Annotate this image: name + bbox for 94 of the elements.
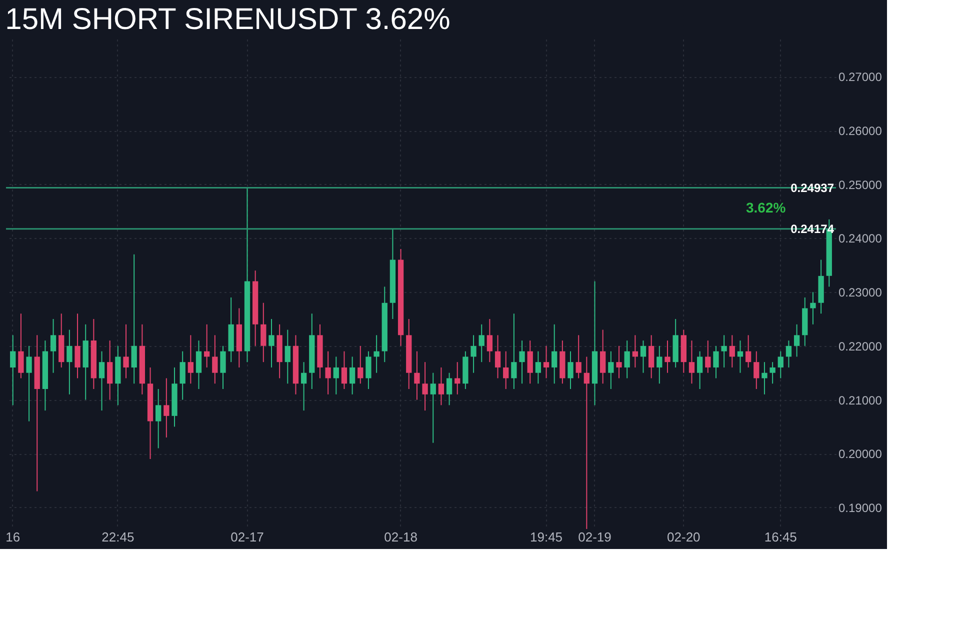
candlestick — [648, 334, 654, 379]
x-tick-label: 02-18 — [384, 530, 418, 544]
candlestick — [26, 345, 32, 422]
candlestick — [696, 350, 703, 390]
x-tick-label: 19:45 — [530, 530, 563, 544]
candlestick — [810, 292, 816, 325]
candlestick — [478, 324, 484, 363]
candlestick — [422, 362, 428, 412]
candlestick — [180, 350, 186, 400]
candlestick — [778, 350, 784, 379]
candlestick — [721, 334, 727, 368]
candlestick — [688, 340, 695, 384]
x-tick-label: 16:45 — [764, 530, 797, 544]
candlestick — [438, 366, 444, 406]
x-tick-label: 02-19 — [578, 530, 612, 544]
candlestick — [18, 313, 24, 379]
candlestick — [123, 324, 129, 379]
ref-line-label: 0.24937 — [790, 180, 834, 195]
candlestick — [131, 254, 137, 384]
candlestick — [600, 329, 606, 384]
candlestick — [98, 350, 105, 412]
candlestick — [745, 334, 752, 368]
candlestick — [333, 356, 339, 395]
candlestick — [366, 350, 372, 390]
candlestick — [204, 324, 210, 368]
candlestick — [713, 345, 719, 379]
candlestick — [300, 362, 307, 412]
candlestick — [50, 318, 56, 374]
candlestick — [608, 350, 614, 390]
candlestick — [568, 350, 574, 390]
ref-line-label: 0.24174 — [790, 222, 834, 236]
candlestick — [527, 340, 533, 384]
candlestick — [543, 345, 550, 379]
candlestick — [552, 324, 558, 384]
candlestick — [164, 378, 170, 438]
y-tick-label: 0.26000 — [838, 124, 882, 138]
candlestick — [220, 345, 226, 390]
candlestick — [446, 372, 452, 406]
candlestick — [656, 345, 662, 384]
candlestick — [511, 313, 517, 390]
candlestick — [786, 340, 792, 368]
annotation: 3.62% — [746, 200, 786, 216]
candlestick — [414, 350, 420, 400]
candlestick — [624, 340, 630, 379]
y-tick-label: 0.19000 — [838, 500, 882, 515]
chart-title: 15M SHORT SIRENUSDT 3.62% — [5, 3, 450, 36]
candlestick — [196, 340, 202, 390]
candlestick — [454, 362, 460, 395]
candlestick — [576, 334, 582, 379]
candlestick — [260, 302, 266, 363]
candlestick — [770, 362, 776, 384]
candlestick — [503, 350, 509, 390]
candlestick — [705, 340, 711, 374]
candlestick — [486, 318, 493, 363]
candlestick — [349, 356, 356, 395]
candlestick — [737, 340, 744, 374]
y-tick-label: 0.20000 — [838, 447, 882, 462]
candlestick — [325, 350, 331, 395]
candlestick — [10, 334, 16, 406]
candlestick — [584, 356, 590, 530]
y-tick-label: 0.21000 — [838, 393, 882, 408]
candlestick — [156, 388, 162, 449]
y-tick-label: 0.25000 — [838, 178, 882, 192]
y-tick-label: 0.23000 — [838, 286, 882, 300]
candlestick — [470, 334, 476, 374]
candlestick — [284, 329, 290, 384]
x-tick-label: 22:45 — [102, 530, 134, 544]
candlestick — [74, 313, 80, 379]
candlestick — [729, 334, 735, 368]
candlestick — [664, 340, 670, 374]
candlestick — [212, 334, 218, 384]
candlestick — [358, 345, 364, 384]
candlestick — [494, 334, 501, 379]
candlestick — [107, 340, 113, 400]
x-tick-label: 02-20 — [667, 530, 700, 544]
candlestick — [519, 340, 525, 384]
candlestick — [188, 334, 194, 384]
candlestick — [66, 329, 72, 395]
candlestick — [640, 340, 646, 374]
y-tick-label: 0.24000 — [838, 232, 882, 246]
y-tick-label: 0.27000 — [838, 70, 882, 84]
candlestick — [762, 362, 768, 395]
candlestick — [341, 350, 348, 390]
candlestick — [794, 324, 800, 358]
candlestick — [616, 345, 622, 379]
candlestick — [268, 318, 274, 368]
candlestick — [430, 372, 436, 444]
candlestick — [754, 350, 760, 390]
x-tick-label: 16 — [6, 530, 20, 544]
y-tick-label: 0.22000 — [838, 339, 882, 354]
candlestick — [535, 350, 542, 384]
candlestick — [374, 334, 380, 374]
candlestick — [632, 334, 638, 368]
x-tick-label: 02-17 — [230, 530, 264, 544]
